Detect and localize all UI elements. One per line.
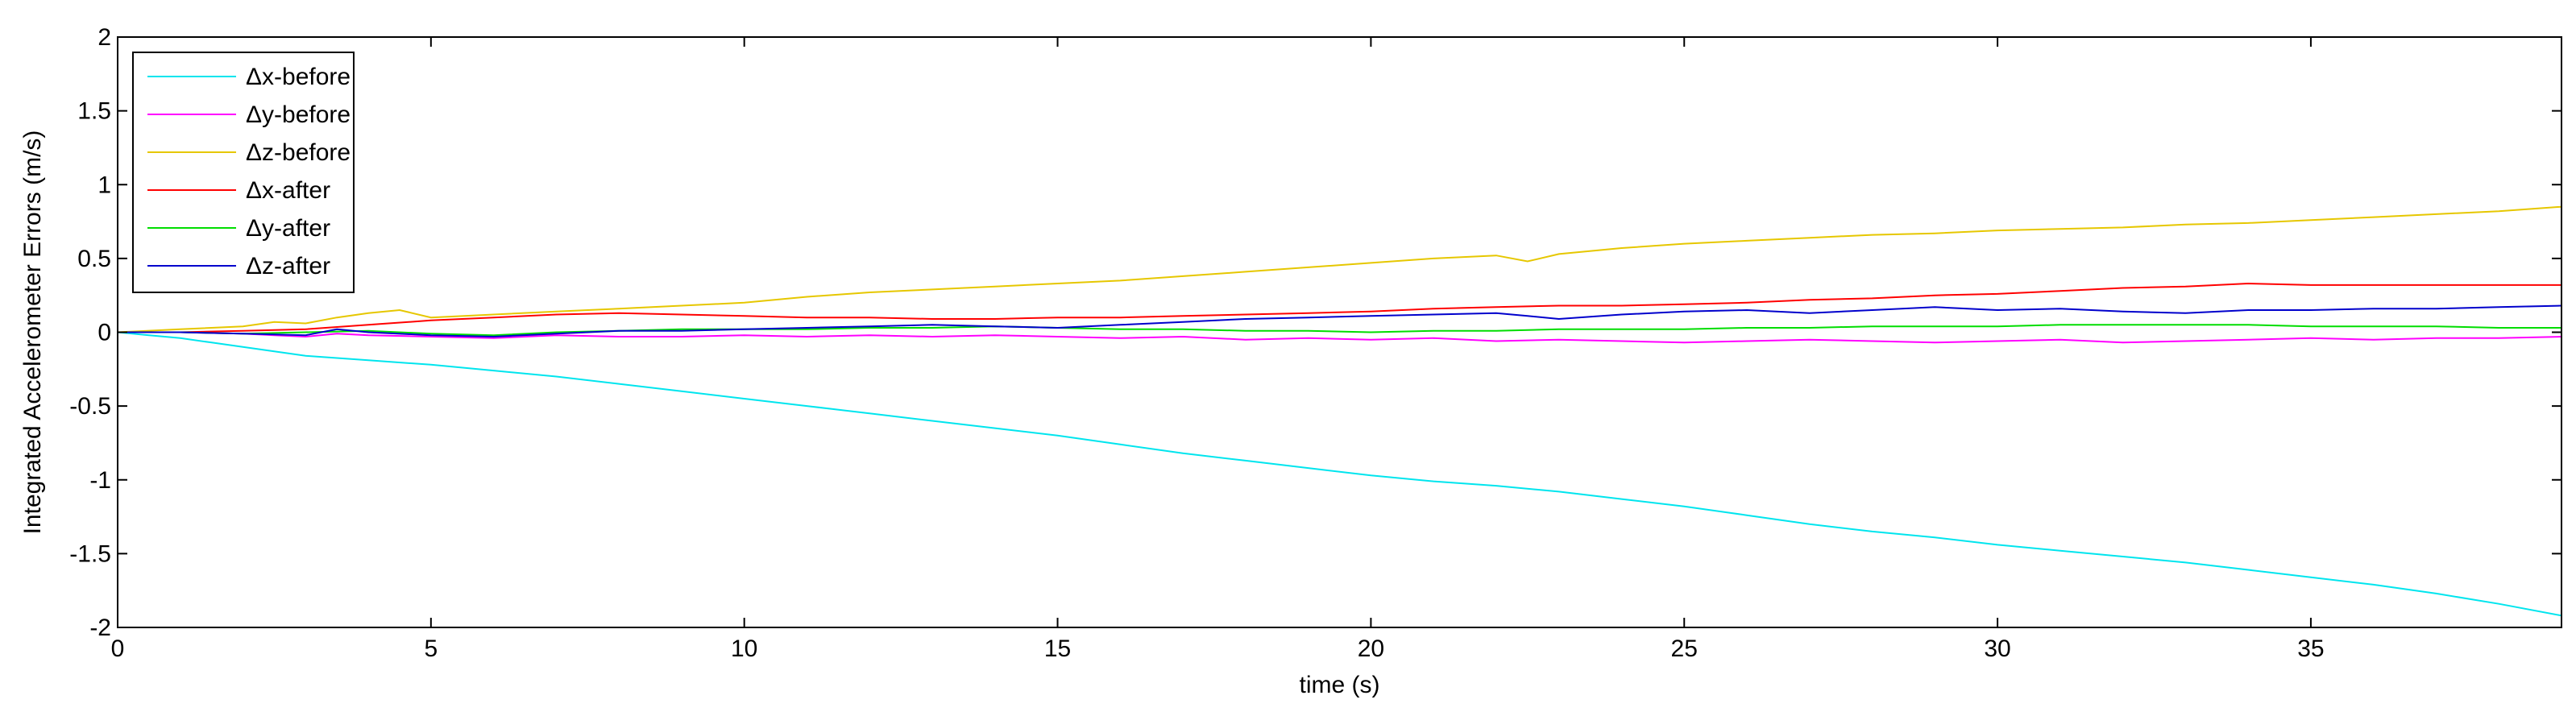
legend-label-1: Δx-before (246, 64, 351, 90)
series-line-5 (118, 324, 2561, 337)
legend-label-3: Δz-before (246, 139, 351, 166)
series-line-3 (117, 205, 2562, 333)
y-tick-label: 0 (97, 320, 111, 346)
series-layer (117, 205, 2562, 617)
x-tick-label: 15 (1044, 635, 1071, 662)
y-tick-label: -2 (89, 615, 111, 641)
y-tick-label: -1.5 (69, 540, 111, 567)
series-line-6 (118, 304, 2562, 338)
series-line-2 (118, 331, 2562, 344)
x-tick-label: 35 (2297, 635, 2324, 662)
x-tick-label: 5 (425, 635, 438, 662)
legend-label-6: Δz-after (246, 253, 330, 279)
x-tick-label: 10 (731, 635, 757, 662)
y-tick-label: -0.5 (69, 393, 111, 420)
legend-label-4: Δx-after (246, 177, 330, 204)
y-axis-label: Integrated Accelerometer Errors (m/s) (19, 130, 46, 535)
y-tick-label: 1.5 (77, 98, 111, 125)
legend: Δx-before Δy-before Δz-before Δx-after Δy-af… (132, 52, 355, 293)
y-tick-label: 0.5 (77, 246, 111, 272)
x-tick-label: 30 (1984, 635, 2010, 662)
legend-label-5: Δy-after (246, 215, 330, 242)
x-tick-label: 20 (1358, 635, 1384, 662)
y-tick-label: 1 (97, 172, 111, 198)
y-tick-label: -1 (89, 467, 111, 494)
x-tick-label: 0 (111, 635, 125, 662)
series-line-4 (118, 282, 2561, 333)
x-tick-label: 25 (1671, 635, 1698, 662)
ticks-layer: 0 5 10 15 20 25 30 35 -2 -1.5 -1 -0.5 0 0.5 1 1.5 2 (69, 24, 2561, 662)
y-tick-label: 2 (97, 24, 111, 51)
series-line-1 (117, 331, 2562, 617)
legend-label-2: Δy-before (246, 101, 351, 128)
x-axis-label: time (s) (1300, 672, 1380, 698)
legend-box (132, 52, 355, 293)
